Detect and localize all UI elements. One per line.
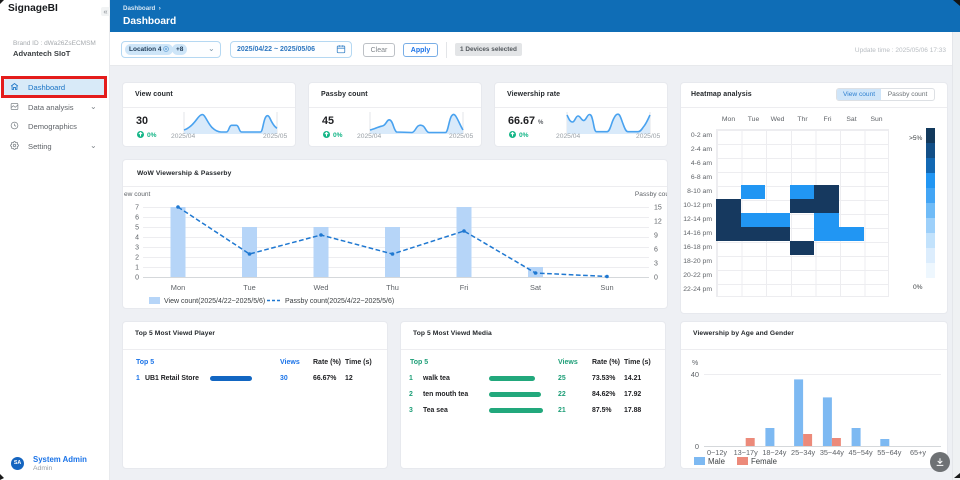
svg-text:7: 7 (135, 205, 139, 212)
svg-text:Male: Male (708, 457, 725, 466)
svg-text:Mon: Mon (171, 283, 185, 292)
svg-text:5: 5 (135, 225, 139, 232)
svg-text:Passby count(2025/4/22~2025/5/: Passby count(2025/4/22~2025/5/6) (285, 298, 394, 305)
svg-text:2: 2 (135, 255, 139, 262)
svg-text:13~17y: 13~17y (734, 448, 758, 457)
svg-text:Sat: Sat (530, 283, 541, 292)
svg-text:View count(2025/4/22~2025/5/6): View count(2025/4/22~2025/5/6) (164, 298, 265, 305)
svg-text:15: 15 (654, 205, 662, 212)
svg-text:Sun: Sun (600, 283, 613, 292)
svg-text:0: 0 (695, 442, 699, 451)
svg-text:3: 3 (135, 245, 139, 252)
svg-text:Female: Female (751, 457, 777, 466)
svg-text:Wed: Wed (313, 283, 328, 292)
svg-text:6: 6 (135, 215, 139, 222)
svg-text:0: 0 (654, 275, 658, 282)
svg-text:Tue: Tue (243, 283, 255, 292)
svg-text:35~44y: 35~44y (820, 448, 844, 457)
svg-text:55~64y: 55~64y (877, 448, 901, 457)
svg-text:9: 9 (654, 233, 658, 240)
svg-text:Thu: Thu (386, 283, 399, 292)
svg-text:18~24y: 18~24y (762, 448, 786, 457)
svg-text:%: % (692, 360, 698, 367)
svg-text:4: 4 (135, 235, 139, 242)
svg-text:0: 0 (135, 275, 139, 282)
svg-text:40: 40 (691, 370, 699, 379)
svg-text:65+y: 65+y (910, 448, 926, 457)
svg-text:45~54y: 45~54y (849, 448, 873, 457)
svg-text:25~34y: 25~34y (791, 448, 815, 457)
svg-text:3: 3 (654, 261, 658, 268)
svg-text:12: 12 (654, 219, 662, 226)
svg-text:1: 1 (135, 265, 139, 272)
svg-text:0~12y: 0~12y (707, 448, 727, 457)
svg-text:6: 6 (654, 247, 658, 254)
svg-text:Fri: Fri (460, 283, 469, 292)
